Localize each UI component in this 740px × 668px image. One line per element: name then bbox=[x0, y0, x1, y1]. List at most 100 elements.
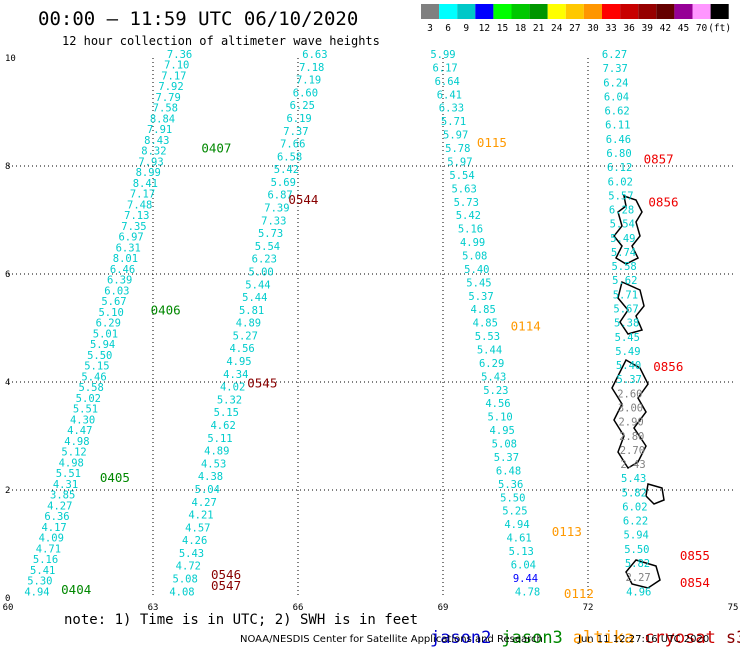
wave-height-value: 5.45 bbox=[466, 277, 491, 289]
colorbar-swatch bbox=[421, 4, 440, 19]
wave-height-value: 7.58 bbox=[153, 103, 178, 115]
colorbar-label: 39 bbox=[642, 23, 654, 34]
wave-height-value: 6.31 bbox=[116, 242, 141, 254]
axis-tick-labels: 60 63 66 69 72 75 0 2 4 6 8 10 bbox=[3, 54, 739, 610]
wave-height-value: 5.10 bbox=[487, 412, 512, 424]
wave-height-value: 6.58 bbox=[277, 151, 302, 163]
wave-height-value: 7.79 bbox=[156, 92, 181, 104]
wave-height-value: 5.99 bbox=[430, 49, 455, 61]
wave-height-value: 5.58 bbox=[611, 261, 636, 273]
wave-height-value: 7.17 bbox=[130, 189, 155, 201]
colorbar-label: 9 bbox=[463, 23, 469, 34]
wave-height-value: 6.63 bbox=[302, 49, 327, 61]
wave-height-value: 5.62 bbox=[612, 275, 637, 287]
wave-height-value: 4.27 bbox=[192, 497, 217, 509]
pass-time-label: 0855 bbox=[680, 548, 710, 563]
wave-height-value: 5.15 bbox=[84, 361, 109, 373]
colorbar-label: 12 bbox=[479, 23, 490, 34]
wave-height-value: 2.27 bbox=[625, 572, 650, 584]
wave-height-value: 4.61 bbox=[506, 533, 531, 545]
wave-height-value: 4.89 bbox=[236, 318, 261, 330]
wave-height-value: 4.85 bbox=[473, 318, 498, 330]
wave-height-value: 3.85 bbox=[50, 490, 75, 502]
wave-height-value: 4.72 bbox=[176, 561, 201, 573]
wave-height-value: 8.84 bbox=[150, 113, 175, 125]
wave-height-value: 4.98 bbox=[59, 457, 84, 469]
wave-height-value: 7.39 bbox=[264, 203, 289, 215]
legend-jason2: jason2 bbox=[429, 628, 492, 648]
wave-height-value: 5.49 bbox=[610, 233, 635, 245]
wave-height-value: 5.73 bbox=[454, 197, 479, 209]
wave-height-value: 4.85 bbox=[471, 304, 496, 316]
wave-height-value: 6.25 bbox=[290, 100, 315, 112]
wave-height-value: 5.40 bbox=[616, 360, 641, 372]
wave-height-value: 5.97 bbox=[443, 130, 468, 142]
wave-height-value: 6.64 bbox=[435, 76, 460, 88]
satellite-tracks: 4.945.305.415.164.714.094.176.364.273.85… bbox=[24, 49, 651, 598]
pass-time-label: 0405 bbox=[100, 470, 130, 485]
wave-height-value: 5.74 bbox=[611, 247, 636, 259]
wave-height-value: 5.37 bbox=[468, 291, 493, 303]
wave-height-value: 6.02 bbox=[608, 176, 633, 188]
wave-height-value: 6.04 bbox=[604, 91, 629, 103]
coastline-path bbox=[611, 358, 649, 470]
wave-height-value: 5.67 bbox=[613, 304, 638, 316]
wave-height-value: 5.44 bbox=[245, 279, 270, 291]
wave-height-value: 5.42 bbox=[456, 210, 481, 222]
wave-height-value: 5.81 bbox=[239, 305, 264, 317]
wave-height-value: 5.71 bbox=[441, 116, 466, 128]
wave-height-value: 4.78 bbox=[515, 586, 540, 598]
wave-height-value: 6.87 bbox=[267, 190, 292, 202]
wave-height-value: 6.19 bbox=[286, 113, 311, 125]
wave-height-value: 5.49 bbox=[615, 346, 640, 358]
pass-time-label: 0544 bbox=[288, 192, 318, 207]
wave-height-value: 6.48 bbox=[496, 465, 521, 477]
x-tick-label: 63 bbox=[148, 603, 159, 610]
wave-height-value: 6.39 bbox=[107, 275, 132, 287]
wave-height-value: 4.71 bbox=[36, 543, 61, 555]
colorbar-swatch bbox=[529, 4, 548, 19]
wave-height-value: 5.37 bbox=[617, 374, 642, 386]
satellite-track: 4.085.084.725.434.264.574.214.275.044.38… bbox=[169, 49, 327, 598]
wave-height-value: 5.43 bbox=[179, 548, 204, 560]
legend-cryosat: cryosat bbox=[644, 628, 716, 648]
legend-altika: altika bbox=[572, 628, 635, 648]
y-tick-label: 10 bbox=[5, 54, 16, 64]
wave-height-value: 5.54 bbox=[255, 241, 280, 253]
wave-height-value: 5.16 bbox=[458, 224, 483, 236]
wave-height-value: 9.44 bbox=[513, 573, 538, 585]
y-tick-label: 2 bbox=[5, 486, 10, 496]
wave-height-value: 6.23 bbox=[252, 254, 277, 266]
x-tick-label: 72 bbox=[583, 603, 594, 610]
wave-height-value: 6.03 bbox=[104, 285, 129, 297]
wave-height-value: 5.12 bbox=[61, 447, 86, 459]
colorbar-swatch bbox=[710, 4, 729, 19]
pass-time-label: 0114 bbox=[511, 319, 541, 334]
y-tick-label: 6 bbox=[5, 270, 10, 280]
note-text: note: 1) Time is in UTC; 2) SWH is in fe… bbox=[64, 612, 419, 628]
wave-height-value: 5.23 bbox=[483, 385, 508, 397]
wave-height-value: 5.30 bbox=[27, 576, 52, 588]
wave-height-value: 5.36 bbox=[498, 479, 523, 491]
coastline-path bbox=[645, 483, 665, 505]
wave-height-value: 6.29 bbox=[96, 318, 121, 330]
legend-s3a: s3a bbox=[725, 628, 740, 648]
colorbar-label: 45 bbox=[678, 23, 689, 34]
pass-time-label: 0112 bbox=[564, 586, 594, 601]
wave-height-value: 4.56 bbox=[485, 398, 510, 410]
wave-height-value: 5.54 bbox=[610, 219, 635, 231]
wave-height-value: 5.44 bbox=[242, 292, 267, 304]
wave-height-value: 7.35 bbox=[121, 221, 146, 233]
wave-height-value: 4.21 bbox=[188, 510, 213, 522]
wave-height-value: 4.34 bbox=[223, 369, 248, 381]
satellite-track: 4.96 2.27 5.82 5.50 5.94 6.22 6.02 5.82 5.43 2.43… bbox=[602, 49, 651, 598]
wave-height-value: 5.51 bbox=[56, 468, 81, 480]
wave-height-value: 3.00 bbox=[618, 402, 643, 414]
wave-height-value: 5.11 bbox=[207, 433, 232, 445]
colorbar-label: 6 bbox=[445, 23, 451, 34]
x-tick-label: 69 bbox=[438, 603, 449, 610]
wave-height-value: 7.37 bbox=[603, 63, 628, 75]
y-tick-label: 0 bbox=[5, 594, 10, 604]
wave-height-value: 8.99 bbox=[136, 167, 161, 179]
colorbar-swatch bbox=[493, 4, 512, 19]
